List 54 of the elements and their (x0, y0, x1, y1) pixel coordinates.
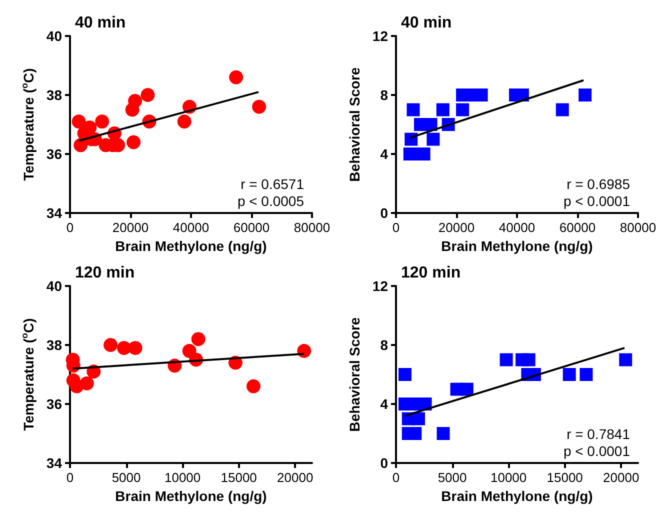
y-axis-title: Temperature (oC) (20, 318, 37, 431)
y-tick-label: 36 (46, 146, 62, 162)
y-axis-title: Temperature (oC) (20, 68, 37, 181)
y-tick-label: 40 (46, 278, 62, 294)
x-tick-label: 5000 (438, 470, 467, 485)
x-tick-label: 20000 (277, 470, 314, 485)
y-tick-label: 4 (380, 396, 388, 412)
x-tick-label: 40000 (172, 220, 210, 235)
x-axis-title: Brain Methylone (ng/g) (441, 238, 593, 254)
annotation: p < 0.0001 (563, 193, 630, 209)
x-tick-label: 10000 (164, 470, 201, 485)
chart-title: 120 min (75, 264, 135, 282)
x-tick-label: 80000 (294, 220, 330, 235)
y-tick-label: 34 (46, 205, 62, 221)
x-tick-label: 10000 (490, 470, 527, 485)
y-tick-label: 0 (380, 205, 388, 221)
x-tick-label: 20000 (603, 470, 640, 485)
annotation: r = 0.6985 (566, 176, 630, 192)
x-tick-label: 40000 (498, 220, 536, 235)
x-tick-label: 0 (392, 470, 400, 485)
x-tick-label: 80000 (620, 220, 656, 235)
annotation: p < 0.0001 (563, 443, 630, 459)
x-axis-title: Brain Methylone (ng/g) (115, 238, 267, 254)
x-tick-label: 20000 (438, 220, 475, 235)
x-tick-label: 60000 (559, 220, 596, 235)
y-tick-label: 8 (380, 337, 388, 353)
x-tick-label: 15000 (546, 470, 583, 485)
y-tick-label: 38 (46, 87, 62, 103)
x-axis-title: Brain Methylone (ng/g) (115, 488, 267, 504)
y-tick-label: 8 (380, 87, 388, 103)
chart-title: 40 min (401, 14, 452, 32)
x-tick-label: 20000 (112, 220, 149, 235)
x-tick-label: 0 (66, 470, 74, 485)
y-axis-title: Behavioral Score (346, 67, 363, 182)
x-axis-title: Brain Methylone (ng/g) (441, 488, 593, 504)
x-tick-label: 5000 (112, 470, 141, 485)
x-tick-label: 0 (66, 220, 74, 235)
y-tick-label: 0 (380, 455, 388, 471)
y-tick-label: 38 (46, 337, 62, 353)
chart-title: 120 min (401, 264, 461, 282)
annotation: r = 0.7841 (566, 426, 630, 442)
y-tick-label: 12 (372, 278, 388, 294)
y-tick-label: 12 (372, 28, 388, 44)
chart-title: 40 min (75, 14, 126, 32)
y-tick-label: 4 (380, 146, 388, 162)
y-axis-title: Behavioral Score (346, 317, 363, 432)
x-tick-label: 60000 (233, 220, 270, 235)
y-tick-label: 36 (46, 396, 62, 412)
annotation: p < 0.0005 (237, 193, 304, 209)
y-tick-label: 34 (46, 455, 62, 471)
y-tick-label: 40 (46, 28, 62, 44)
annotation: r = 0.6571 (240, 176, 304, 192)
x-tick-label: 0 (392, 220, 400, 235)
x-tick-label: 15000 (220, 470, 257, 485)
